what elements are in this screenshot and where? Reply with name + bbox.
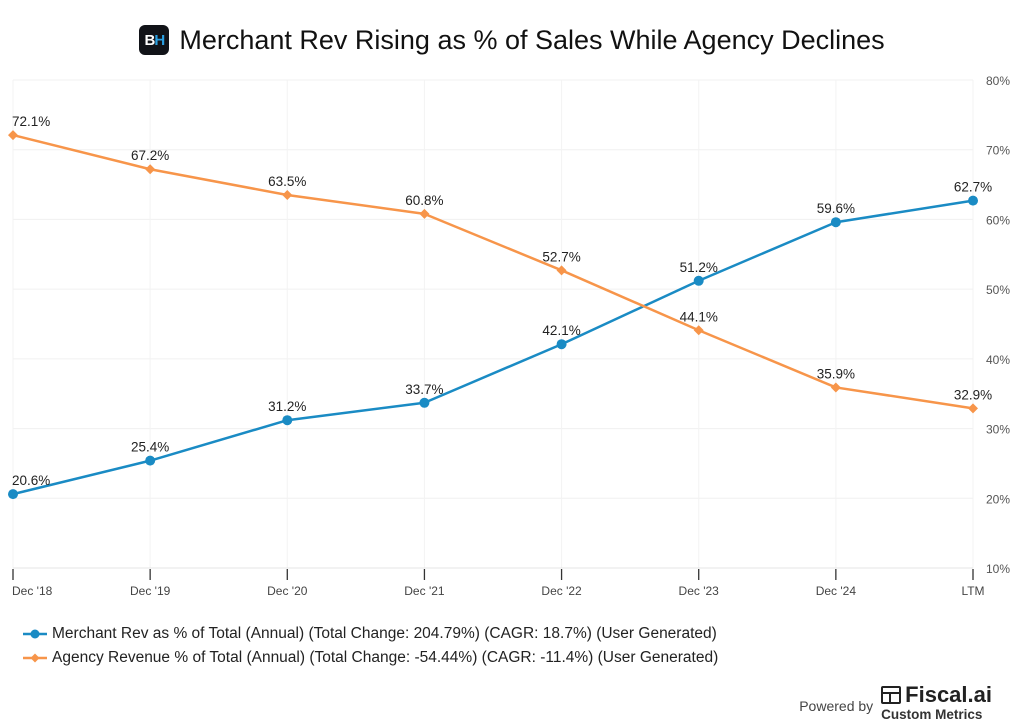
data-point bbox=[282, 190, 293, 201]
legend-label-agency: Agency Revenue % of Total (Annual) (Tota… bbox=[52, 649, 719, 666]
data-label: 51.2% bbox=[680, 260, 718, 275]
data-label: 60.8% bbox=[405, 193, 443, 208]
data-label: 67.2% bbox=[131, 148, 169, 163]
series-layer bbox=[8, 130, 978, 500]
data-point bbox=[830, 382, 841, 393]
powered-by-text: Powered by bbox=[799, 697, 874, 714]
data-point bbox=[830, 217, 841, 228]
data-point bbox=[8, 130, 18, 141]
data-point bbox=[145, 455, 156, 466]
footer-attribution: Powered by Fiscal.ai Custom Metrics bbox=[799, 684, 992, 722]
legend-label-merchant: Merchant Rev as % of Total (Annual) (Tot… bbox=[52, 625, 717, 642]
data-label: 20.6% bbox=[12, 473, 50, 488]
x-tick-label: Dec '20 bbox=[267, 584, 308, 598]
x-tick-label: Dec '21 bbox=[404, 584, 445, 598]
line-chart: Dec '18 Dec '19 Dec '20 Dec '21 Dec '22 Dec '… bbox=[8, 74, 1010, 598]
x-axis: Dec '18 Dec '19 Dec '20 Dec '21 Dec '22 Dec '… bbox=[12, 567, 985, 598]
data-point bbox=[693, 325, 704, 336]
y-tick-label: 30% bbox=[986, 423, 1010, 437]
y-tick-label: 10% bbox=[986, 562, 1010, 576]
legend: Merchant Rev as % of Total (Annual) (Tot… bbox=[22, 622, 718, 670]
data-label: 52.7% bbox=[542, 249, 580, 264]
x-tick-label: Dec '23 bbox=[679, 584, 720, 598]
data-point bbox=[145, 164, 156, 175]
legend-swatch-agency-icon bbox=[23, 653, 47, 663]
brand-name: Fiscal.ai bbox=[905, 682, 992, 707]
data-label: 35.9% bbox=[817, 366, 855, 381]
x-tick-label: Dec '22 bbox=[541, 584, 582, 598]
data-label: 32.9% bbox=[954, 387, 992, 402]
y-tick-label: 70% bbox=[986, 144, 1010, 158]
data-point bbox=[419, 208, 430, 219]
y-tick-label: 80% bbox=[986, 74, 1010, 88]
logo-letter-b: B bbox=[144, 31, 156, 49]
x-tick-label: Dec '19 bbox=[130, 584, 171, 598]
data-label: 44.1% bbox=[680, 309, 718, 324]
data-label: 62.7% bbox=[954, 180, 992, 195]
y-tick-label: 50% bbox=[986, 283, 1010, 297]
logo-letter-h: H bbox=[154, 31, 165, 49]
series-line-merchant bbox=[12, 199, 974, 496]
x-tick-label: LTM bbox=[961, 584, 984, 598]
data-label: 31.2% bbox=[268, 399, 306, 414]
x-tick-label: Dec '24 bbox=[816, 584, 857, 598]
data-point bbox=[968, 403, 978, 414]
data-point bbox=[8, 489, 18, 500]
y-tick-label: 60% bbox=[986, 213, 1010, 227]
data-label: 33.7% bbox=[405, 382, 443, 397]
fiscal-ai-brand[interactable]: Fiscal.ai Custom Metrics bbox=[881, 684, 992, 722]
y-tick-label: 40% bbox=[986, 353, 1010, 367]
legend-item-merchant[interactable]: Merchant Rev as % of Total (Annual) (Tot… bbox=[22, 622, 718, 646]
y-axis: 10% 20% 30% 40% 50% 60% 70% 80% bbox=[986, 74, 1010, 576]
brand-subtitle: Custom Metrics bbox=[881, 707, 983, 722]
series-line-agency bbox=[12, 133, 974, 410]
data-point bbox=[693, 275, 704, 286]
data-labels: 20.6% 25.4% 31.2% 33.7% 42.1% 51.2% 59.6% 62.7%… bbox=[12, 114, 992, 488]
x-tick-label: Dec '18 bbox=[12, 584, 53, 598]
y-tick-label: 20% bbox=[986, 492, 1010, 506]
data-point bbox=[419, 397, 430, 408]
data-label: 42.1% bbox=[542, 323, 580, 338]
gridlines bbox=[12, 79, 974, 569]
fiscal-ai-logo-icon bbox=[881, 686, 902, 704]
data-label: 59.6% bbox=[817, 201, 855, 216]
data-point bbox=[968, 195, 978, 206]
data-label: 25.4% bbox=[131, 440, 169, 455]
data-point bbox=[282, 415, 293, 426]
chart-title: Merchant Rev Rising as % of Sales While … bbox=[179, 24, 885, 55]
legend-swatch-merchant-icon bbox=[23, 629, 47, 639]
data-point bbox=[556, 265, 567, 276]
data-label: 72.1% bbox=[12, 114, 50, 129]
legend-item-agency[interactable]: Agency Revenue % of Total (Annual) (Tota… bbox=[22, 646, 718, 670]
data-point bbox=[556, 339, 567, 350]
data-label: 63.5% bbox=[268, 174, 306, 189]
